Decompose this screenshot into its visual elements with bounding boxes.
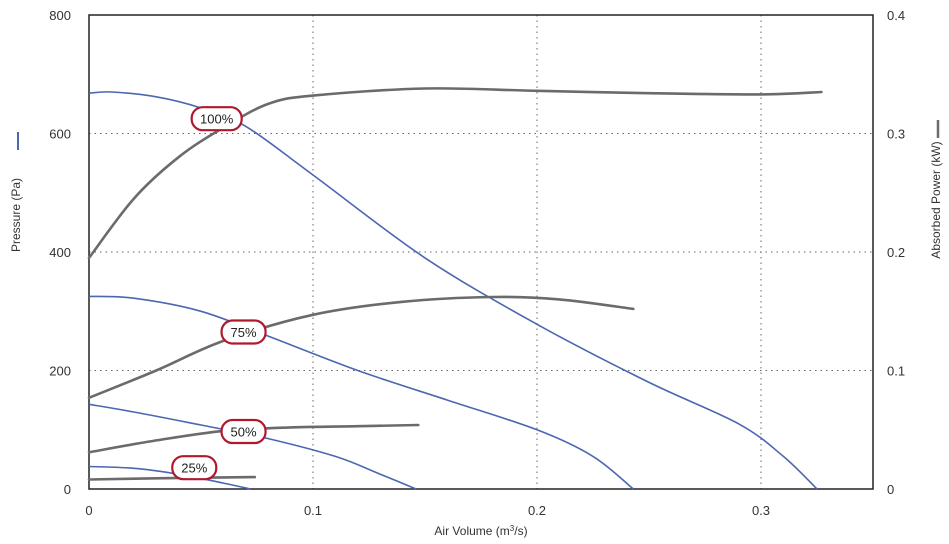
speed-label-75: 75% [220, 319, 267, 345]
speed-label-25: 25% [171, 455, 218, 481]
y2-tick-label: 0.4 [887, 8, 905, 23]
speed-labels: 100% 75% 50% 25% [171, 106, 267, 481]
x-axis-title: Air Volume (m3/s) [434, 524, 527, 539]
speed-label-text: 75% [231, 325, 257, 340]
y2-tick-label: 0.1 [887, 364, 905, 379]
speed-label-box [220, 319, 267, 345]
y-tick-label: 200 [49, 364, 71, 379]
x-tick-label: 0 [85, 503, 92, 518]
speed-label-box [171, 455, 218, 481]
speed-label-box [190, 106, 243, 132]
speed-label-text: 25% [181, 461, 207, 476]
x-tick-label: 0.3 [752, 503, 770, 518]
y2-tick-label: 0.2 [887, 245, 905, 260]
y-axis-title-group: Pressure (Pa) [9, 132, 23, 252]
pressure-curve-75 [88, 295, 634, 490]
x-tick-label: 0.2 [528, 503, 546, 518]
plot-frame [88, 14, 874, 490]
x-tick-label: 0.1 [304, 503, 322, 518]
power-curve-25 [87, 475, 257, 481]
tick-labels: 0 0.1 0.2 0.3 0 200 400 600 800 0 0.1 0.2 0.3 0.4 [49, 8, 905, 518]
y2-axis-title-group: Absorbed Power (kW) [929, 120, 943, 259]
speed-label-text: 100% [200, 112, 234, 127]
y-tick-label: 0 [64, 482, 71, 497]
y-tick-label: 800 [49, 8, 71, 23]
speed-label-box [220, 418, 267, 445]
y-axis-title: Pressure (Pa) [9, 178, 23, 252]
y2-axis-title: Absorbed Power (kW) [929, 141, 943, 258]
speed-label-text: 50% [231, 425, 257, 440]
speed-label-50: 50% [220, 418, 267, 445]
y2-tick-label: 0 [887, 482, 894, 497]
y-tick-label: 400 [49, 245, 71, 260]
power-curve-100 [87, 87, 823, 260]
y2-tick-label: 0.3 [887, 127, 905, 142]
speed-label-100: 100% [190, 106, 243, 132]
curves [87, 87, 823, 490]
y-tick-label: 600 [49, 127, 71, 142]
pressure-curve-50 [88, 403, 417, 490]
pressure-curve-100 [88, 91, 818, 490]
power-curve-75 [87, 295, 635, 400]
grid [89, 15, 873, 489]
